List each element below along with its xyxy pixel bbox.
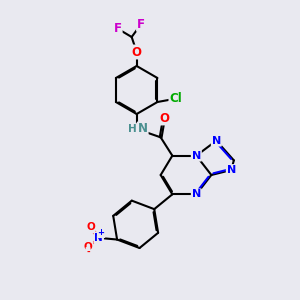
Text: O: O [159, 112, 169, 124]
Text: +: + [98, 228, 105, 237]
Text: N: N [192, 151, 201, 161]
Text: N: N [138, 122, 148, 136]
Text: -: - [86, 248, 90, 257]
Text: H: H [128, 124, 137, 134]
Text: N: N [227, 165, 236, 175]
Text: N: N [212, 136, 221, 146]
Text: N: N [94, 233, 103, 243]
Text: O: O [132, 46, 142, 59]
Text: N: N [192, 189, 201, 199]
Text: O: O [84, 242, 92, 252]
Text: F: F [137, 18, 145, 31]
Text: Cl: Cl [169, 92, 182, 105]
Text: O: O [86, 222, 95, 232]
Text: F: F [114, 22, 122, 35]
